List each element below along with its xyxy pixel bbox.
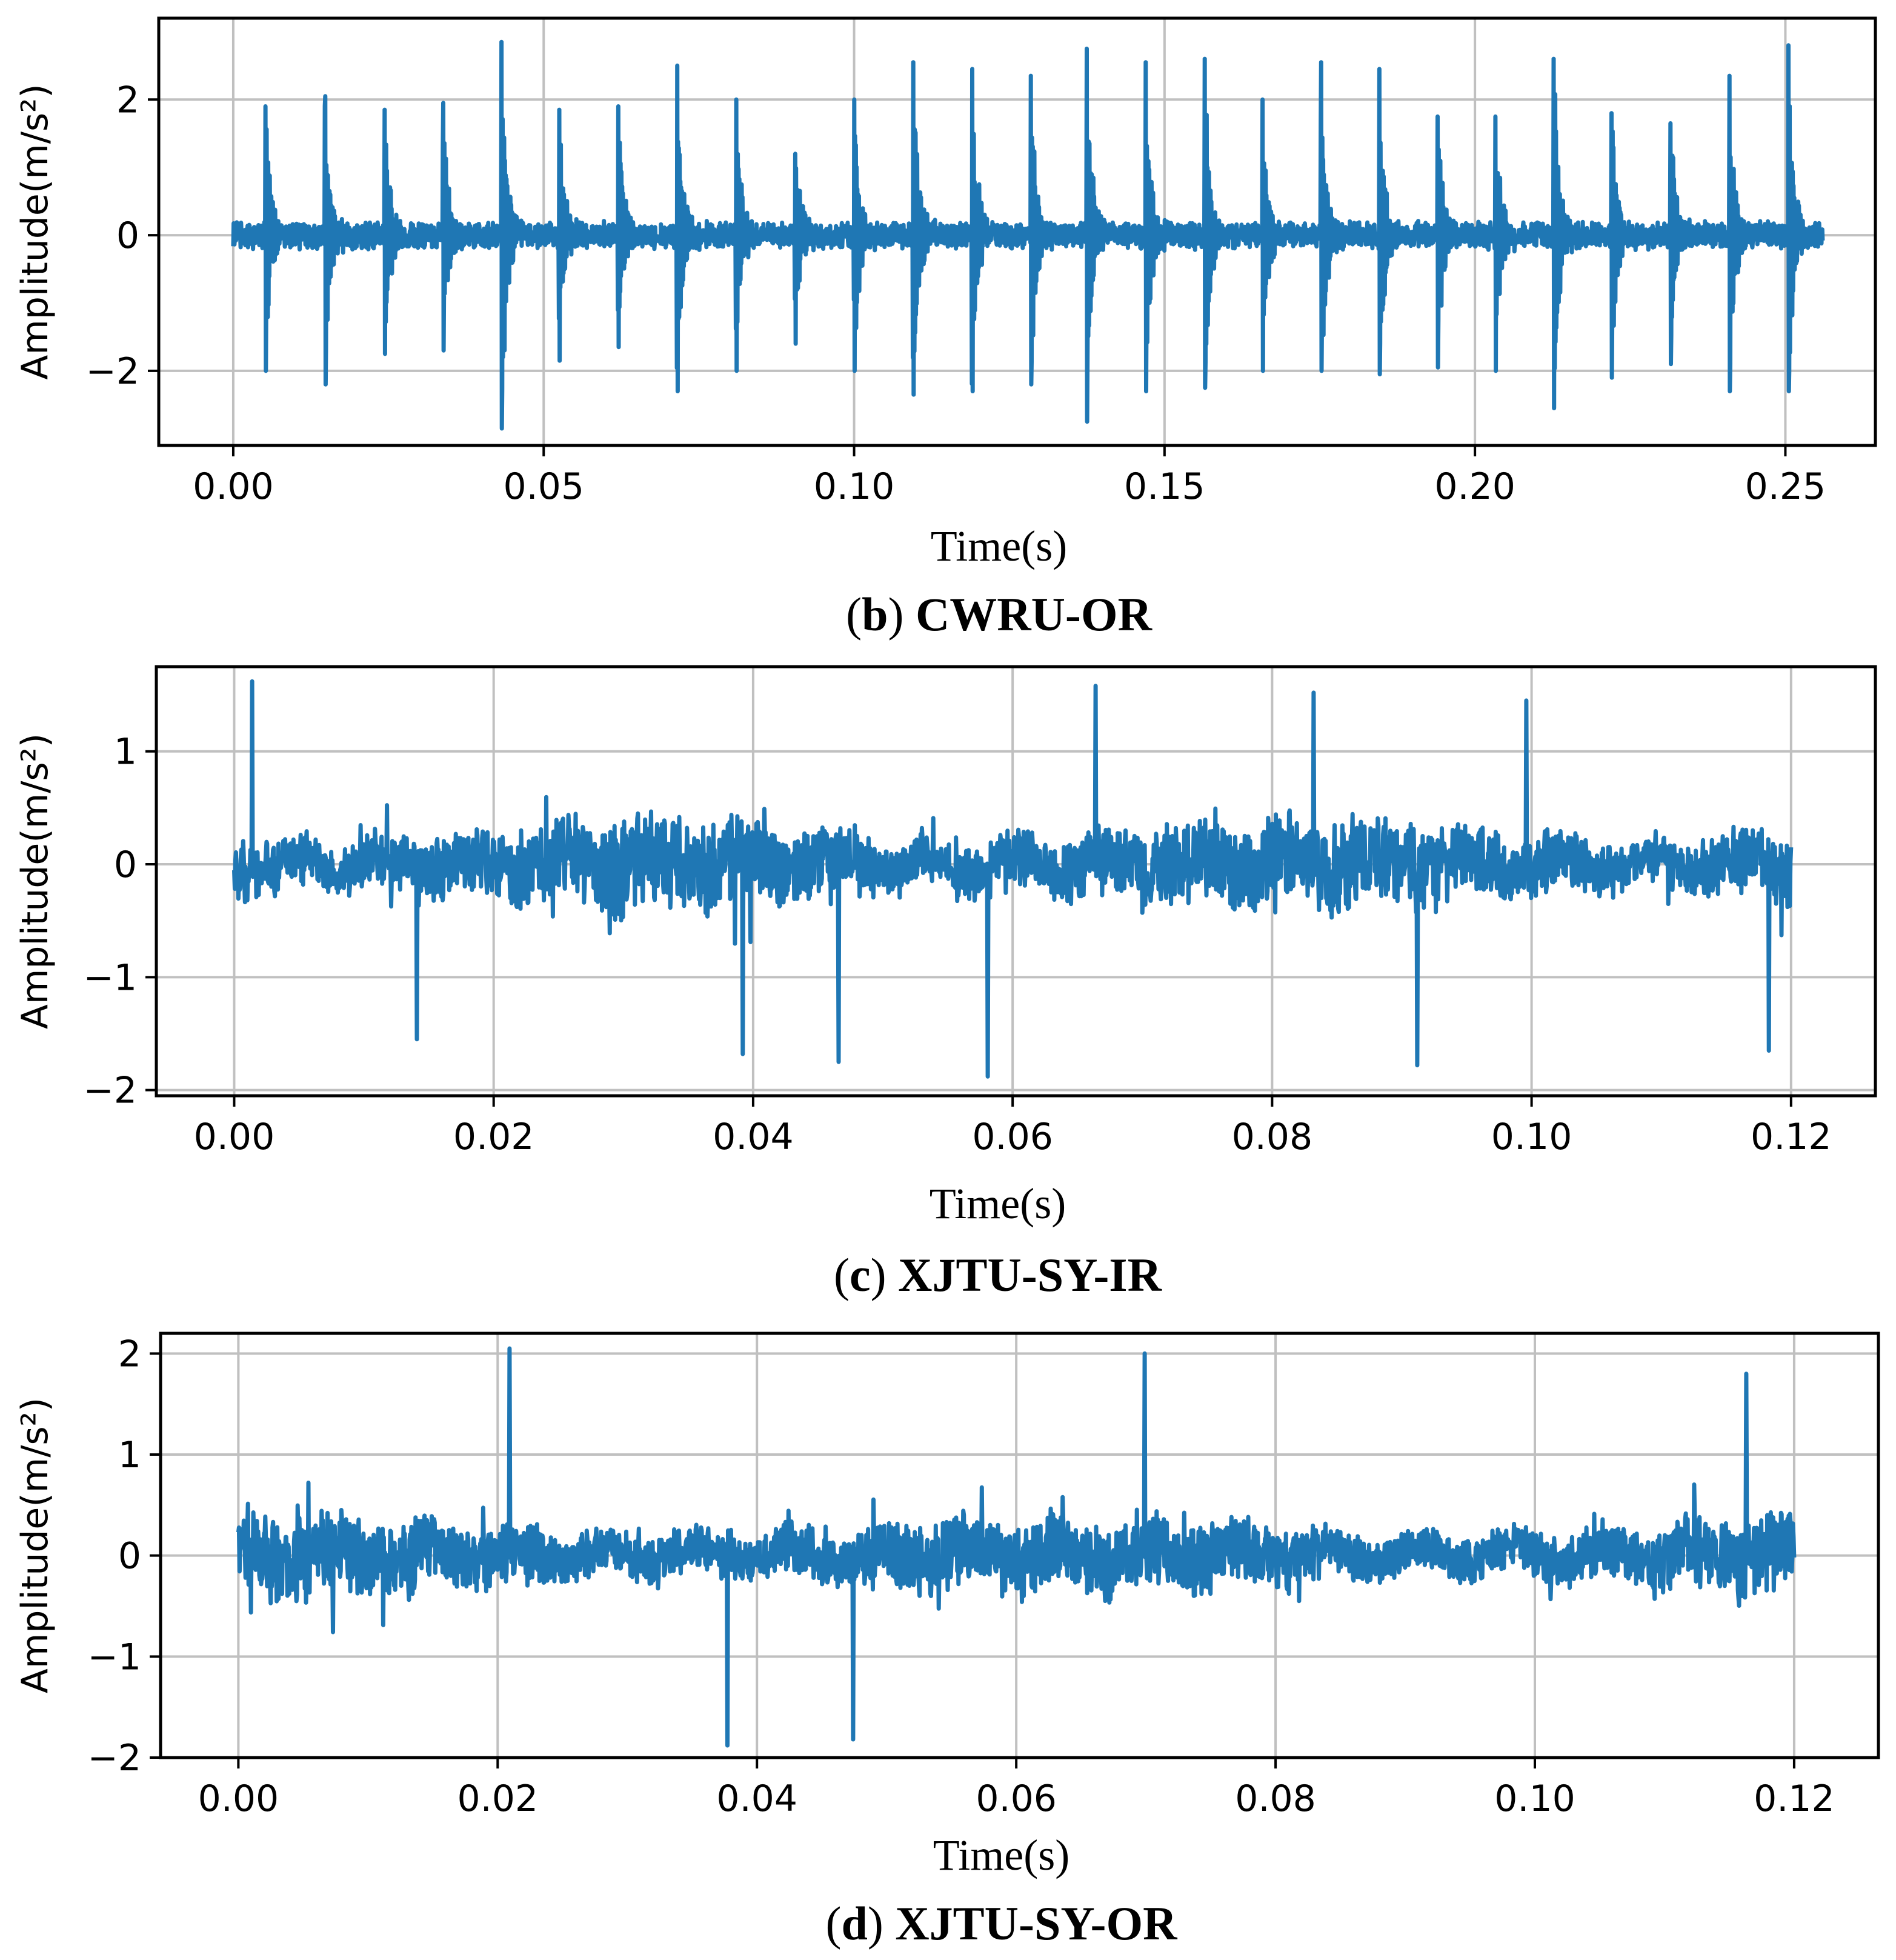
y-axis-title: Amplitude(m/s²)	[14, 1398, 56, 1693]
x-axis-title: Time(s)	[931, 522, 1067, 570]
y-tick-label: 2	[118, 1333, 141, 1375]
y-tick-label: 1	[114, 731, 137, 773]
plot-frame	[159, 1332, 1880, 1759]
caption-title: CWRU-OR	[916, 588, 1153, 641]
series-line-signal	[231, 39, 1825, 431]
x-tick-label: 0.06	[976, 1778, 1057, 1820]
caption-title: XJTU-SY-OR	[895, 1897, 1178, 1950]
x-tick-label: 0.15	[1124, 465, 1205, 508]
y-axis-title: Amplitude(m/s²)	[14, 84, 56, 379]
x-tick-label: 0.04	[713, 1116, 794, 1158]
caption-label: d	[841, 1897, 867, 1950]
y-tick-label: 0	[116, 215, 139, 257]
x-tick-label: 0.04	[716, 1778, 797, 1820]
caption-close-paren: )	[868, 1897, 895, 1950]
panel-b: 0.00 0.05 0.10 0.15 0.20 0.25 −2 0 2 Amplitude(m/…	[14, 16, 1877, 641]
y-axis-title: Amplitude(m/s²)	[14, 733, 56, 1029]
x-tick-label: 0.10	[814, 465, 895, 508]
y-tick-label: −1	[88, 1636, 141, 1678]
x-tick-label: 0.12	[1754, 1778, 1835, 1820]
x-tick-label: 0.12	[1751, 1116, 1832, 1158]
series-line-signal	[236, 1346, 1797, 1748]
x-tick-label: 0.08	[1235, 1778, 1316, 1820]
y-tick-label: −2	[86, 350, 139, 393]
plot-frame	[157, 16, 1877, 447]
y-tick-label: 0	[118, 1535, 141, 1578]
series-line-signal	[232, 679, 1794, 1079]
y-tick-label: 1	[118, 1434, 141, 1476]
panel-c: 0.00 0.02 0.04 0.06 0.08 0.10 0.12 −2 −1 0 1 Amplit…	[14, 665, 1877, 1301]
caption-close-paren: )	[888, 588, 915, 641]
x-tick-label: 0.10	[1491, 1116, 1572, 1158]
caption-open-paren: (	[834, 1248, 850, 1301]
y-tick-label: −2	[88, 1737, 141, 1779]
x-tick-label: 0.02	[457, 1778, 539, 1820]
caption-open-paren: (	[825, 1897, 841, 1950]
caption-label: c	[850, 1248, 871, 1301]
x-axis-title: Time(s)	[930, 1179, 1066, 1228]
x-tick-label: 0.02	[453, 1116, 534, 1158]
panel-d: 0.00 0.02 0.04 0.06 0.08 0.10 0.12 −2 −1 0 1 2 Ampli…	[14, 1332, 1880, 1950]
y-tick-label: 0	[114, 844, 137, 886]
caption-open-paren: (	[846, 588, 862, 641]
plot-frame	[155, 665, 1877, 1098]
x-tick-label: 0.10	[1494, 1778, 1575, 1820]
y-tick-label: −2	[84, 1070, 137, 1112]
x-tick-label: 0.00	[194, 1116, 275, 1158]
y-tick-label: 2	[116, 79, 139, 121]
y-tick-label: −1	[84, 956, 137, 999]
x-tick-label: 0.08	[1232, 1116, 1313, 1158]
panel-caption: (d) XJTU-SY-OR	[825, 1897, 1178, 1950]
x-tick-label: 0.25	[1745, 465, 1826, 508]
caption-label: b	[862, 588, 888, 641]
panel-caption: (c) XJTU-SY-IR	[834, 1248, 1163, 1301]
x-axis-title: Time(s)	[933, 1831, 1069, 1879]
x-tick-label: 0.00	[193, 465, 274, 508]
caption-title: XJTU-SY-IR	[898, 1248, 1163, 1301]
caption-close-paren: )	[871, 1248, 898, 1301]
x-tick-label: 0.20	[1434, 465, 1515, 508]
panel-caption: (b) CWRU-OR	[846, 588, 1153, 641]
x-tick-label: 0.05	[503, 465, 584, 508]
x-tick-label: 0.06	[972, 1116, 1053, 1158]
x-tick-label: 0.00	[198, 1778, 279, 1820]
